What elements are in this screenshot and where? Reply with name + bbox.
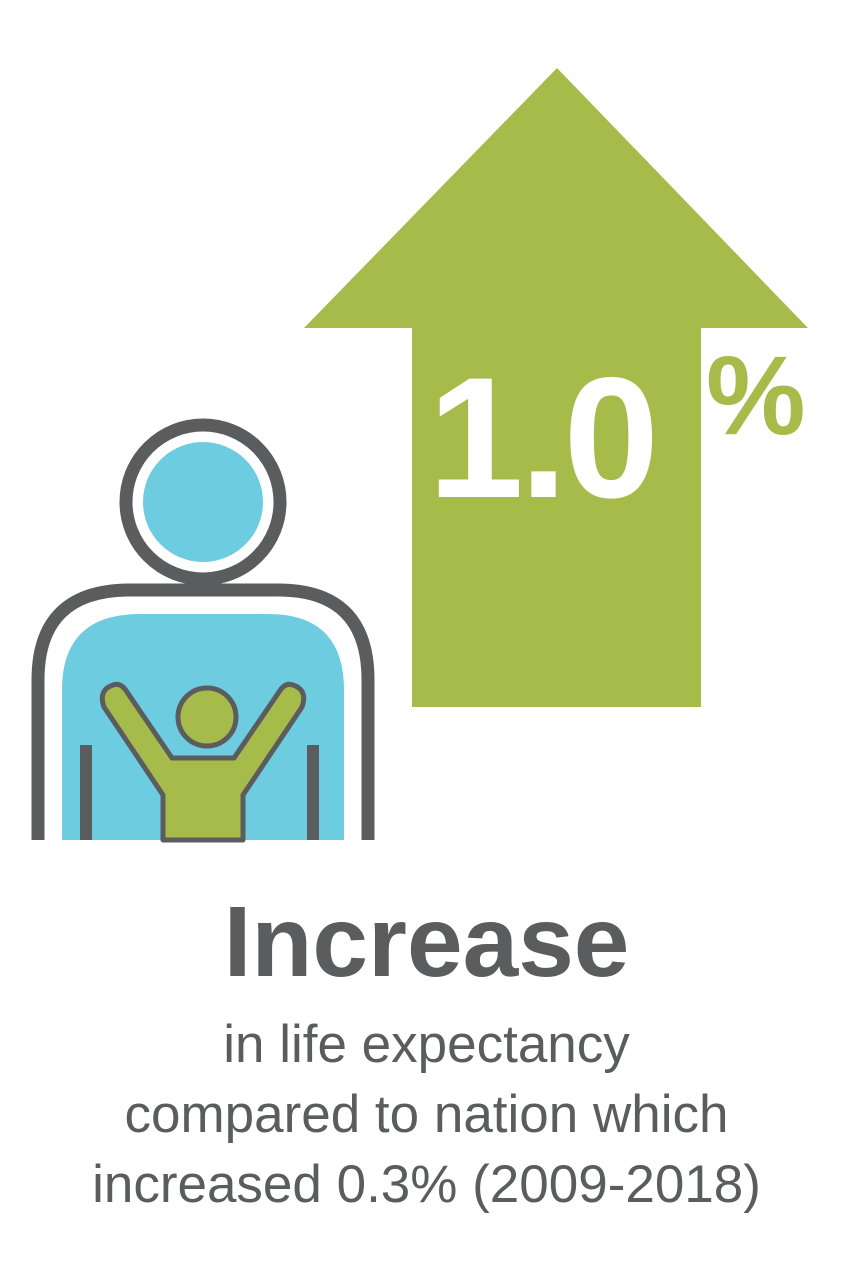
caption-line: in life expectancy [223,1015,630,1074]
child-arms-raised-icon [99,681,307,843]
headline: Increase [223,886,630,998]
caption: in life expectancy compared to nation wh… [0,1010,853,1220]
caption-line: increased 0.3% (2009-2018) [92,1155,761,1214]
percent-sign: % [706,333,806,458]
caption-line: compared to nation which [124,1085,729,1144]
stat-value: 1.0 [428,342,659,534]
up-arrow-icon [304,68,808,707]
